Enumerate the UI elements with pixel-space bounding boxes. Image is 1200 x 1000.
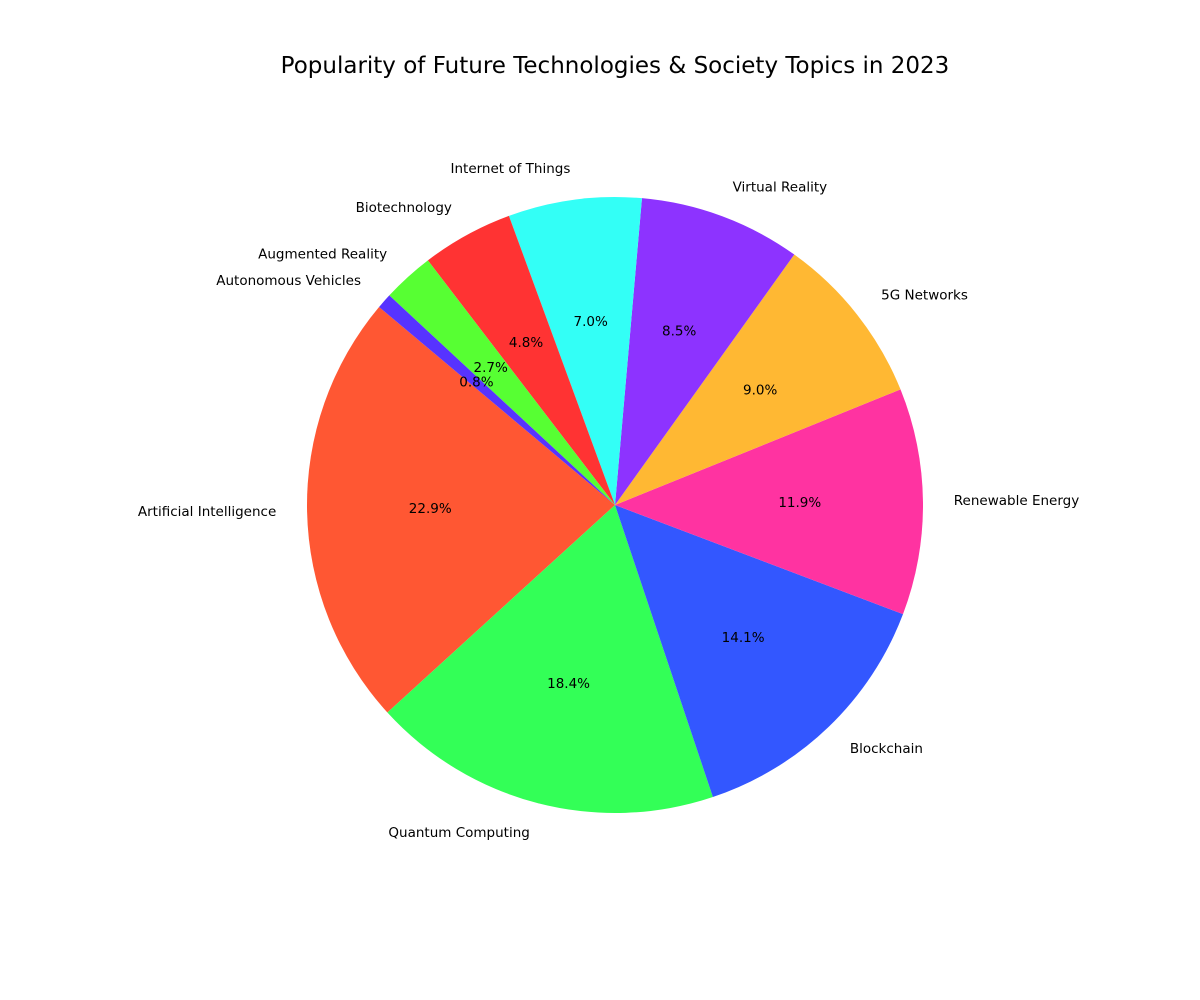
slice-label-5g-networks: 5G Networks <box>881 287 968 303</box>
slice-label-artificial-intelligence: Artificial Intelligence <box>138 504 276 520</box>
pie-slice-artificial-intelligence <box>307 307 615 713</box>
pie-labels: Artificial Intelligence 22.9% Quantum Comp… <box>138 161 1079 841</box>
slice-percent-augmented-reality: 2.7% <box>474 360 508 376</box>
chart-title: Popularity of Future Technologies & Soci… <box>280 53 950 79</box>
slice-label-internet-of-things: Internet of Things <box>450 161 570 177</box>
slice-label-autonomous-vehicles: Autonomous Vehicles <box>216 273 361 289</box>
slice-percent-5g-networks: 9.0% <box>743 383 777 399</box>
pie-slice-augmented-reality <box>389 260 615 505</box>
slice-percent-renewable-energy: 11.9% <box>778 495 821 511</box>
slice-label-virtual-reality: Virtual Reality <box>733 179 828 195</box>
slice-percent-virtual-reality: 8.5% <box>662 324 696 340</box>
pie-slice-autonomous-vehicles <box>379 295 615 505</box>
slice-percent-biotechnology: 4.8% <box>509 335 543 351</box>
pie-slices <box>307 197 923 814</box>
slice-label-biotechnology: Biotechnology <box>356 200 452 216</box>
pie-slice-blockchain <box>615 505 904 798</box>
pie-slice-renewable-energy <box>615 389 923 615</box>
slice-percent-blockchain: 14.1% <box>722 630 765 646</box>
slice-percent-autonomous-vehicles: 0.8% <box>459 375 493 391</box>
slice-percent-artificial-intelligence: 22.9% <box>409 501 452 517</box>
slice-percent-quantum-computing: 18.4% <box>547 676 590 692</box>
pie-slice-quantum-computing <box>387 505 713 814</box>
pie-slice-internet-of-things <box>508 197 642 505</box>
pie-slice-virtual-reality <box>615 198 795 505</box>
slice-label-augmented-reality: Augmented Reality <box>258 246 387 262</box>
slice-percent-internet-of-things: 7.0% <box>574 314 608 330</box>
slice-label-renewable-energy: Renewable Energy <box>954 493 1079 509</box>
slice-label-quantum-computing: Quantum Computing <box>388 825 529 841</box>
pie-slice-biotechnology <box>427 215 615 505</box>
slice-label-blockchain: Blockchain <box>850 741 923 757</box>
pie-slice-5g-networks <box>615 254 901 505</box>
